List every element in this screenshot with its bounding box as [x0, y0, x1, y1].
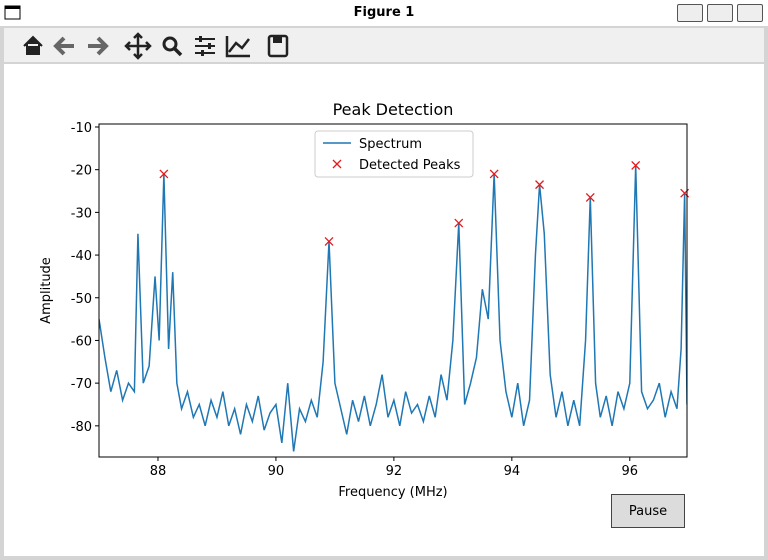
toolbar [4, 28, 764, 62]
title-bar: Figure 1 [0, 0, 768, 26]
legend-box [314, 130, 474, 178]
y-tick-label: -80 [71, 420, 92, 435]
axes-frame [98, 123, 688, 458]
save-button[interactable] [267, 34, 289, 58]
zoom-button[interactable] [162, 36, 183, 57]
x-tick-label: 94 [504, 464, 521, 479]
legend-swatch [332, 159, 342, 169]
chart-title: Peak Detection [333, 100, 454, 119]
minimize-button[interactable] [677, 4, 703, 22]
x-tick-label: 88 [150, 464, 167, 479]
window-icon [4, 5, 21, 20]
edit-axis-button[interactable] [225, 36, 250, 58]
pause-button[interactable]: Pause [611, 494, 685, 528]
peak-marker [324, 236, 334, 246]
y-tick-label: -30 [71, 206, 92, 221]
peak-marker [631, 160, 641, 170]
y-tick-label: -50 [71, 292, 92, 307]
y-tick-label: -70 [71, 377, 92, 392]
home-button[interactable] [23, 35, 43, 55]
legend-label: Detected Peaks [359, 158, 461, 173]
x-tick-label: 92 [386, 464, 403, 479]
y-axis-label: Amplitude [39, 257, 54, 324]
x-tick-label: 90 [268, 464, 285, 479]
forward-button[interactable] [88, 36, 109, 56]
y-tick-label: -60 [71, 334, 92, 349]
peak-marker [535, 180, 545, 190]
peak-marker [454, 218, 464, 228]
close-button[interactable] [737, 4, 763, 22]
maximize-button[interactable] [707, 4, 733, 22]
spectrum-line [99, 165, 687, 452]
x-tick-label: 96 [622, 464, 639, 479]
peak-marker [585, 192, 595, 202]
peak-marker [159, 169, 169, 179]
chart: Peak Detection Frequency (MHz) Amplitude 88… [39, 100, 690, 500]
configure-button[interactable] [195, 36, 215, 56]
window-title: Figure 1 [353, 5, 415, 20]
y-tick-label: -40 [71, 249, 92, 264]
back-button[interactable] [53, 36, 74, 56]
figure-canvas: Peak Detection Frequency (MHz) Amplitude 88… [4, 64, 764, 556]
peak-marker [489, 169, 499, 179]
y-tick-label: -20 [71, 164, 92, 179]
pan-button[interactable] [124, 32, 152, 60]
y-tick-label: -10 [71, 121, 92, 136]
x-axis-label: Frequency (MHz) [338, 485, 447, 500]
legend-label: Spectrum [359, 137, 422, 152]
